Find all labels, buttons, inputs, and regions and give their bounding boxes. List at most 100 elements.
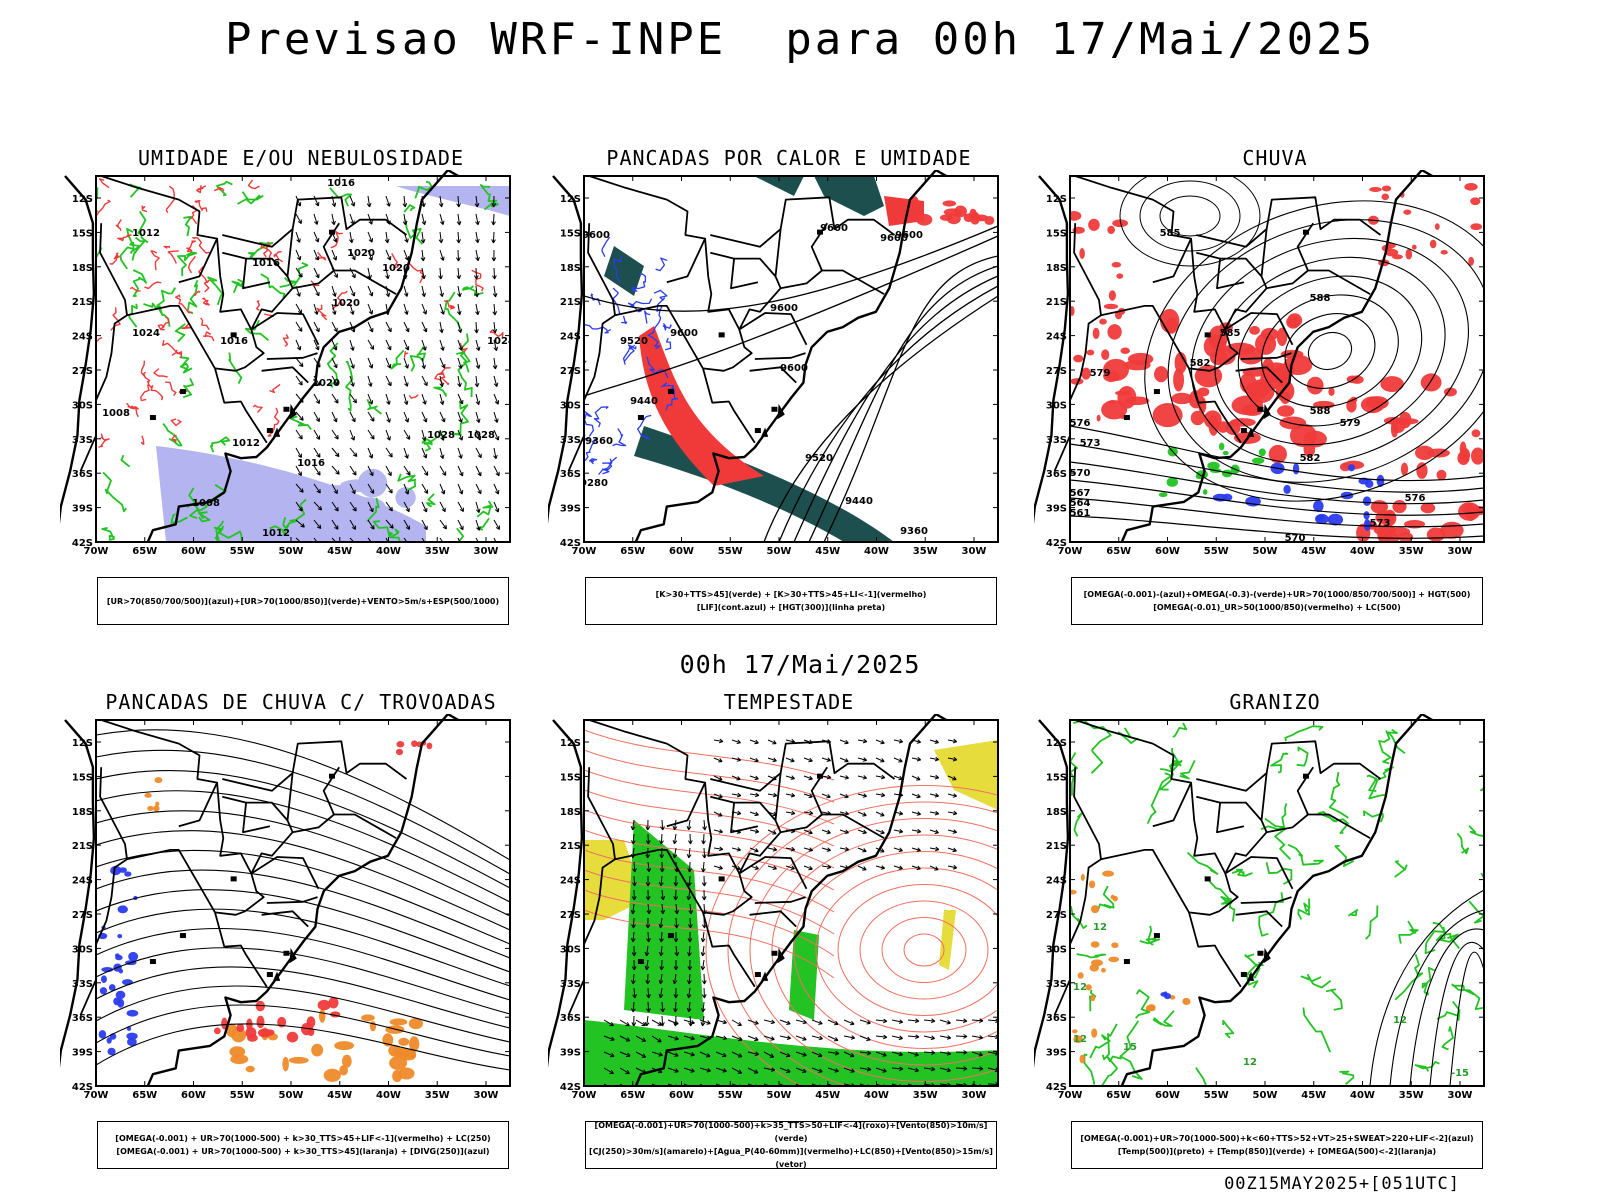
wind-vector [731,1019,742,1026]
wind-vector [767,829,777,835]
wind-vector [749,775,759,781]
streamline [96,1004,510,1057]
red-contour [190,205,198,225]
temp850-contour [1414,1061,1440,1072]
wind-vector [686,819,692,831]
lon-label: 65W [1106,546,1131,557]
red-contour [471,269,484,292]
humidity-blob [395,487,416,508]
wind-vector [439,375,444,388]
rain-blob [1426,527,1446,542]
rain-blob [1124,359,1151,371]
wind-vector [891,1035,904,1041]
lif-contour [627,298,653,313]
green-contour [186,279,199,315]
omega-blob [1090,941,1100,948]
wind-vector [763,1019,776,1025]
wind-vector [367,339,375,350]
wind-vector [493,519,500,530]
green-contour [397,473,417,492]
map-frame [95,719,511,1087]
green-contour [480,184,498,202]
wind-vector [875,739,885,745]
wind-vector [402,195,408,208]
rain-blob [1081,367,1091,380]
coastline-west [548,175,584,524]
wind-vector [701,833,706,845]
lat-label: 42S [1046,1082,1067,1093]
wind-vector [349,267,356,279]
border-line [242,258,271,290]
red-contour [175,349,183,358]
instability-area [604,246,644,296]
border-line [749,366,797,384]
height-contour [584,225,998,312]
lif-contour [653,289,668,312]
map-base-2 [1034,170,1433,543]
rain-blob [1112,219,1129,228]
wind-vector [827,1019,839,1026]
wind-vector [313,519,322,530]
green-contour [269,517,290,535]
rain-blob [1420,502,1436,514]
rain-blob [1070,210,1082,221]
green-contour [244,319,270,341]
lake-marker [1240,428,1247,434]
temp850-contour [1119,1020,1143,1080]
streamline [96,966,510,1029]
streamline [1237,275,1423,427]
thunder-blob [319,1009,326,1023]
lon-label: 60W [669,1090,694,1101]
omega-blob [1102,870,1114,877]
temp500-contour [1449,951,1484,1086]
wind-vector [349,537,357,542]
lagoon-shape [1263,403,1271,420]
lat-label: 33S [72,435,93,446]
wind-vector [673,889,679,901]
divergence-blob [99,987,108,995]
height-label: 582 [1190,358,1211,369]
lat-label: 18S [560,807,581,818]
height-label: 582 [1300,453,1321,464]
border-line [1240,352,1292,360]
border-line [730,258,759,290]
wind-vector [493,447,498,460]
temp850-contour [1139,937,1160,945]
instability-area [634,426,894,542]
wind-vector [658,973,664,985]
wind-vector [701,987,707,999]
height-contour [793,275,998,542]
map-field-layer [584,729,998,1086]
lat-label: 12S [72,738,93,749]
wind-vector [421,537,426,542]
wind-vector [635,1019,646,1027]
red-contour [443,300,456,310]
lat-label: 33S [72,979,93,990]
omega-strong-blob [1207,461,1220,470]
wind-vector [785,810,796,816]
wind-vector [493,465,500,477]
red-contour [213,187,225,192]
panel-title-umidade: UMIDADE E/OU NEBULOSIDADE [137,146,465,170]
wind-vector [699,1067,711,1073]
lon-label: 50W [767,546,792,557]
omega-blob [1363,511,1370,520]
pressure-label: 1016 [220,336,248,347]
pressure-label: 1012 [132,228,160,239]
wind-vector [367,303,374,315]
wind-vector [456,303,462,316]
wind-vector [673,875,679,887]
wind-vector [686,889,692,901]
lon-label: 35W [913,1090,938,1101]
thunder-blob [317,999,331,1011]
coastline-west [60,175,96,524]
green-contour [366,497,380,522]
wind-vector [295,231,301,243]
red-contour [403,351,409,358]
temp850-contour [1172,722,1188,738]
lat-label: 36S [72,469,93,480]
wind-vector [457,357,463,369]
red-contour [162,340,178,356]
green-contour [237,191,264,205]
wind-vector [667,1067,679,1073]
